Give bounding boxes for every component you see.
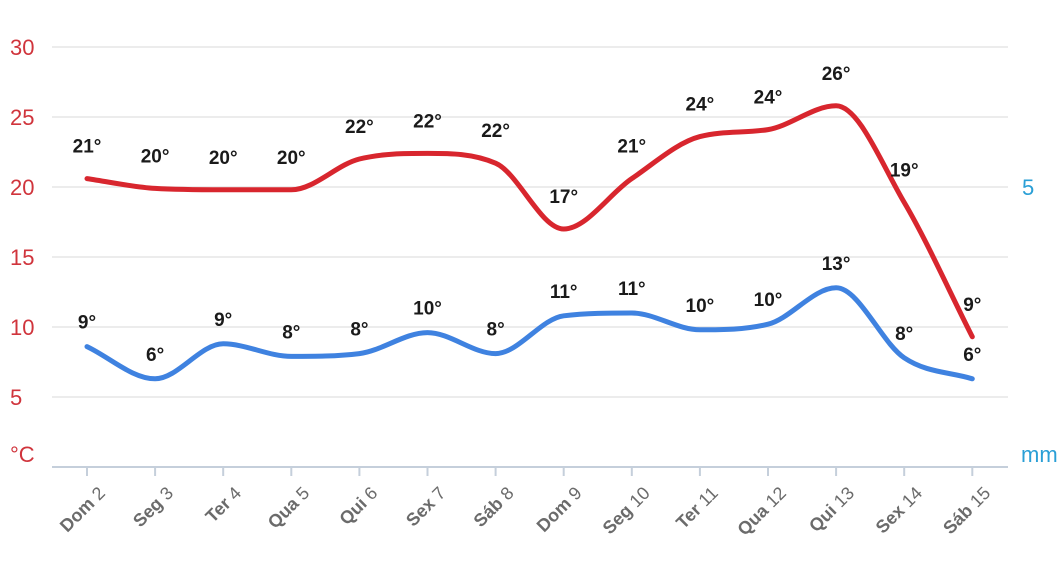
x-tick-text: Qui 6 [335,483,381,529]
data-label: 20° [141,146,170,167]
series-line-0 [84,103,975,340]
x-tick-label: Sex 14 [872,483,926,537]
data-label: 10° [754,290,783,311]
data-label: 22° [345,117,374,138]
x-tick-text: Ter 4 [201,483,245,527]
data-label: 17° [549,187,578,208]
data-label: 9° [963,295,981,316]
data-label: 9° [78,313,96,334]
x-axis: Dom 2 Seg 3 Ter 4 Qua 5 Qui 6 Sex 7 Sáb 8 Dom 9… [56,467,994,539]
data-label: 20° [277,148,306,169]
x-tick-text: Seg 10 [598,483,653,538]
data-label: 8° [487,320,505,341]
y-tick-left: 20 [10,175,34,200]
x-tick-text: Sáb 15 [939,483,994,538]
x-tick-label: Seg 10 [598,483,653,538]
x-tick-text: Sex 7 [402,483,449,530]
data-label: 20° [209,148,238,169]
y-axis-right: 5 mm [1021,175,1058,467]
data-label: 8° [895,324,913,345]
y-tick-left: 5 [10,385,22,410]
y-tick-left: 15 [10,245,34,270]
x-tick-label: Qui 13 [805,483,858,536]
x-tick-text: Qua 5 [264,483,314,533]
data-label: 6° [146,345,164,366]
data-label: 21° [617,137,646,158]
data-label: 19° [890,160,919,181]
x-tick-label: Sáb 15 [939,483,994,538]
x-tick-label: Ter 11 [672,483,722,533]
data-label: 22° [413,111,442,132]
x-tick-label: Ter 4 [201,483,245,527]
x-tick-text: Qua 12 [733,483,790,540]
x-tick-label: Qua 5 [264,483,314,533]
data-label: 10° [686,296,715,317]
x-tick-text: Dom 2 [56,483,109,536]
x-tick-text: Sáb 8 [469,483,517,531]
y-tick-left: 30 [10,35,34,60]
series-lines [84,103,975,382]
y-tick-left: 10 [10,315,34,340]
y-tick-left: 25 [10,105,34,130]
data-label: 24° [754,88,783,109]
data-label: 24° [686,95,715,116]
data-label: 8° [350,320,368,341]
data-label: 9° [214,310,232,331]
x-tick-label: Seg 3 [129,483,177,531]
data-label: 11° [550,282,578,303]
x-tick-label: Qui 6 [335,483,381,529]
x-tick-label: Dom 2 [56,483,109,536]
data-labels: 21° 20° 20° 20° 22° 22° 22° 17° 21° 24° 24° 26° 19° 9… [73,64,982,366]
data-label: 21° [73,137,102,158]
data-label: 11° [618,279,646,300]
x-tick-text: Sex 14 [872,483,926,537]
x-tick-label: Dom 9 [533,483,586,536]
series-line-1 [84,285,975,382]
x-tick-label: Sáb 8 [469,483,517,531]
data-label: 6° [963,345,981,366]
data-label: 26° [822,64,851,85]
y-axis-unit-right: mm [1021,442,1058,467]
x-tick-text: Qui 13 [805,483,858,536]
x-tick-text: Seg 3 [129,483,177,531]
data-label: 13° [822,254,851,275]
y-axis-left: 5 10 15 20 25 30 °C [10,35,35,467]
data-label: 22° [481,121,510,142]
data-label: 8° [282,322,300,343]
x-tick-label: Sex 7 [402,483,449,530]
x-tick-label: Qua 12 [733,483,790,540]
x-tick-text: Dom 9 [533,483,586,536]
grid-lines [52,46,1008,468]
y-axis-unit-left: °C [10,442,35,467]
data-label: 10° [413,299,442,320]
x-tick-text: Ter 11 [672,483,722,533]
y-tick-right: 5 [1022,175,1034,200]
